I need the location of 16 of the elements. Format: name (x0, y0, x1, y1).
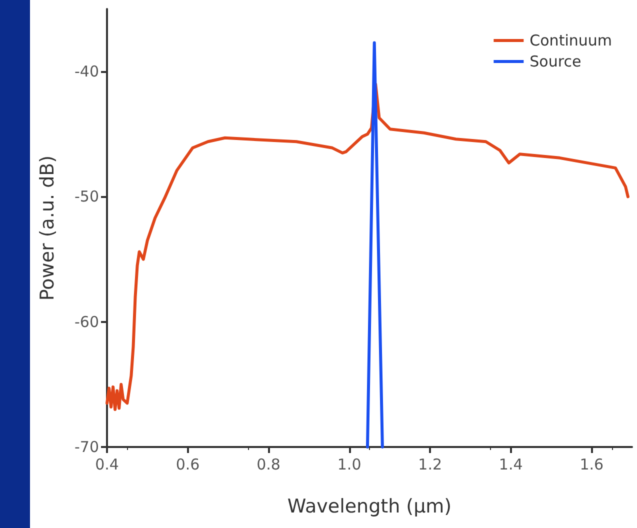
legend-label: Continuum (530, 32, 612, 50)
x-tick-label: 1.4 (498, 456, 523, 474)
line-series (106, 82, 630, 411)
x-tick-label: 0.4 (95, 456, 119, 474)
x-tick-label: 1.2 (418, 456, 442, 474)
x-tick-label: 0.6 (176, 456, 200, 474)
y-axis-title: Power (a.u. dB) (36, 155, 58, 301)
x-axis-title: Wavelength (μm) (287, 496, 452, 518)
y-tick-label: -50 (74, 188, 99, 206)
x-tick-label: 1.6 (580, 456, 604, 474)
x-tick-label: 1.0 (337, 456, 362, 474)
y-tick-label: -40 (74, 62, 99, 81)
y-tick-label: -70 (74, 438, 99, 456)
x-tick-label: 0.8 (256, 456, 280, 474)
legend-label: Source (530, 52, 582, 70)
y-tick-label: -60 (74, 312, 99, 331)
